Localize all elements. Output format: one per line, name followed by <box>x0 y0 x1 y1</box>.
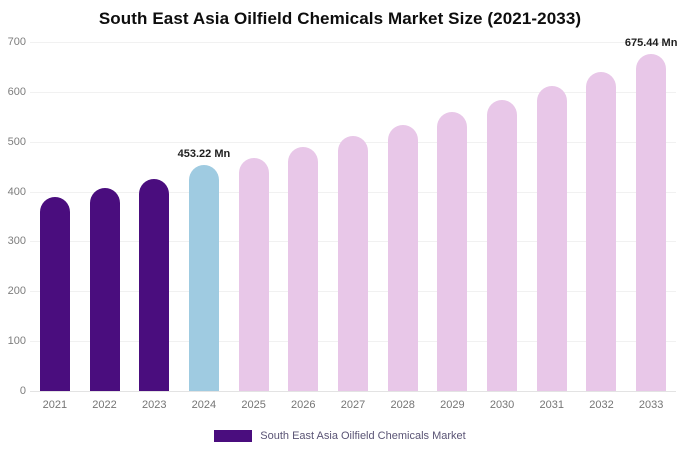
gridline-0 <box>30 391 676 392</box>
x-axis-tick-label-2025: 2025 <box>241 399 266 411</box>
x-axis-tick-label-2023: 2023 <box>141 399 167 411</box>
bar-2030[interactable] <box>487 99 518 391</box>
x-axis-tick-label-2028: 2028 <box>390 399 415 411</box>
x-axis-tick-label-2022: 2022 <box>92 399 117 411</box>
y-axis-tick-label-500: 500 <box>7 135 26 148</box>
x-axis-tick-label-2031: 2031 <box>539 399 565 411</box>
gridline-600 <box>30 91 676 93</box>
bar-2021[interactable] <box>39 196 70 391</box>
bar-2033[interactable] <box>636 54 667 391</box>
x-axis-tick-label-2027: 2027 <box>340 399 366 411</box>
chart-title: South East Asia Oilfield Chemicals Marke… <box>98 9 582 28</box>
x-axis-tick-label-2030: 2030 <box>489 399 515 411</box>
bar-2028[interactable] <box>387 124 418 391</box>
y-axis-tick-label-400: 400 <box>7 185 26 198</box>
bar-2025[interactable] <box>238 157 269 391</box>
y-axis-tick-label-100: 100 <box>7 335 26 348</box>
x-axis-tick-label-2032: 2032 <box>589 399 614 411</box>
y-axis-tick-label-0: 0 <box>19 385 26 397</box>
y-axis-tick-label-700: 700 <box>7 36 26 48</box>
chart-legend[interactable]: South East Asia Oilfield Chemicals Marke… <box>0 430 680 442</box>
bar-2032[interactable] <box>586 71 617 391</box>
bar-2029[interactable] <box>437 112 468 391</box>
bar-2024[interactable] <box>188 165 219 391</box>
bar-2022[interactable] <box>89 187 120 391</box>
x-axis-tick-label-2026: 2026 <box>291 399 316 411</box>
y-axis-tick-label-200: 200 <box>7 285 26 298</box>
data-label-2033: 675.44 Mn <box>624 37 678 50</box>
bar-2027[interactable] <box>338 136 368 391</box>
y-axis-tick-label-300: 300 <box>7 235 26 248</box>
legend-label: South East Asia Oilfield Chemicals Marke… <box>260 430 466 442</box>
x-axis-tick-label-2021: 2021 <box>42 399 68 411</box>
y-axis-tick-label-600: 600 <box>7 85 26 98</box>
x-axis-tick-label-2029: 2029 <box>440 399 465 411</box>
bar-2023[interactable] <box>139 178 170 391</box>
x-axis-tick-label-2033: 2033 <box>638 399 664 411</box>
data-label-2024: 453.22 Mn <box>177 148 231 161</box>
x-axis-tick-label-2024: 2024 <box>191 399 217 411</box>
gridline-700 <box>30 42 676 43</box>
bar-2031[interactable] <box>536 86 567 391</box>
legend-swatch <box>214 430 253 442</box>
bar-2026[interactable] <box>288 147 319 391</box>
